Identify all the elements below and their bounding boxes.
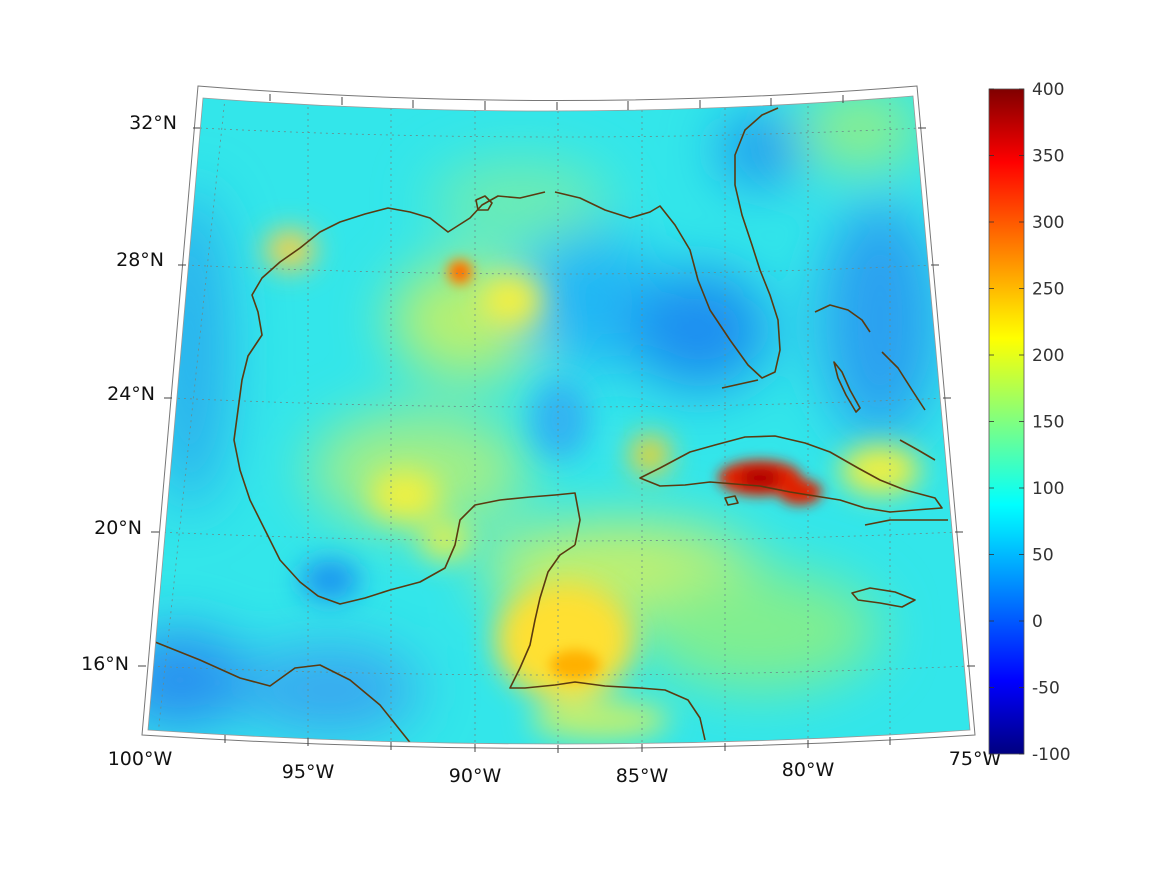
lon-label-90: 90°W (449, 765, 502, 787)
colorbar-labels: 400 350 300 250 200 150 100 50 0 -50 -100 (1032, 80, 1071, 765)
lat-labels: 32°N 28°N 24°N 20°N 16°N (81, 112, 177, 675)
graticule (148, 97, 970, 744)
bahamas-islands (814, 304, 936, 461)
heatmap-field (148, 96, 970, 744)
jamaica-coast (851, 587, 916, 608)
lon-label-100: 100°W (108, 748, 173, 770)
lon-label-85: 85°W (616, 765, 669, 787)
colorbar-tick-label: 100 (1032, 479, 1064, 499)
field-blobs-large (148, 96, 940, 735)
colorbar-gradient (988, 88, 1025, 755)
colorbar-tick-label: 150 (1032, 413, 1064, 433)
yucatan-belize-coast (509, 544, 706, 741)
colorbar-tick-label: 50 (1032, 546, 1054, 566)
lat-label-16: 16°N (81, 653, 129, 675)
florida-keys (721, 379, 759, 389)
lat-label-32: 32°N (129, 112, 177, 134)
lat-label-24: 24°N (107, 383, 155, 405)
parallel-line (199, 127, 921, 138)
bahamas-andros (833, 361, 861, 413)
lon-labels: 100°W 95°W 90°W 85°W 80°W 75°W (108, 748, 1002, 787)
coastline (154, 107, 948, 744)
colorbar-tick-label: 200 (1032, 346, 1064, 366)
colorbar-tick-label: -100 (1032, 745, 1071, 765)
mississippi-delta (475, 195, 493, 211)
lon-label-75: 75°W (949, 748, 1002, 770)
isla-de-la-juventud (724, 495, 739, 506)
colorbar-tick-label: 250 (1032, 280, 1064, 300)
florida-coast (554, 107, 781, 379)
colorbar: 400 350 300 250 200 150 100 50 0 -50 -100 (988, 80, 1071, 765)
map-frame-outer (141, 85, 976, 749)
field-hotspots (447, 259, 822, 680)
central-america-pacific (154, 641, 413, 744)
lon-label-95: 95°W (282, 761, 335, 783)
cuba-coast (639, 435, 943, 513)
field-blobs-medium (265, 230, 920, 740)
colorbar-tick-label: 0 (1032, 612, 1043, 632)
gulf-coast-us-mexico (233, 191, 581, 605)
lon-label-80: 80°W (782, 759, 835, 781)
frame-ticks (138, 94, 975, 753)
colorbar-tick-label: 300 (1032, 213, 1064, 233)
lat-label-20: 20°N (94, 517, 142, 539)
map-frame-inner (147, 95, 971, 745)
colorbar-tick-label: -50 (1032, 679, 1060, 699)
colorbar-tick-label: 400 (1032, 80, 1064, 100)
parallel-line (157, 531, 959, 542)
hispaniola-coast (864, 519, 948, 526)
colorbar-ticks (989, 88, 1024, 755)
colorbar-tick-label: 350 (1032, 147, 1064, 167)
lat-label-28: 28°N (116, 249, 164, 271)
